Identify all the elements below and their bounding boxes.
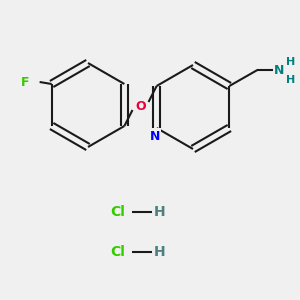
Text: H: H xyxy=(286,75,295,85)
Text: H: H xyxy=(286,57,295,67)
Text: H: H xyxy=(154,205,166,219)
Text: O: O xyxy=(135,100,146,112)
Text: N: N xyxy=(274,64,285,76)
Text: Cl: Cl xyxy=(111,205,125,219)
Text: N: N xyxy=(149,130,160,142)
Text: H: H xyxy=(154,245,166,259)
Text: Cl: Cl xyxy=(111,245,125,259)
Text: F: F xyxy=(21,76,30,88)
